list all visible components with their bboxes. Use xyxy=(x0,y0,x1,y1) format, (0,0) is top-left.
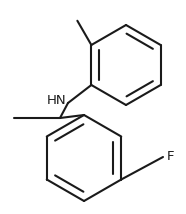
Text: F: F xyxy=(167,150,174,163)
Text: HN: HN xyxy=(47,94,67,107)
